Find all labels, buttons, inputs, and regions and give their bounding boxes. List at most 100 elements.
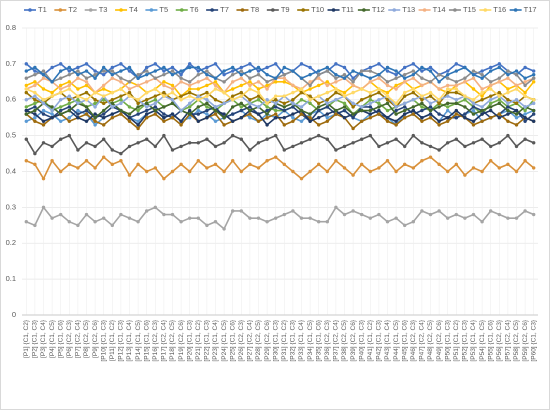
- point-marker: [136, 119, 140, 123]
- point-marker: [454, 115, 458, 120]
- point-marker: [480, 72, 484, 77]
- point-marker: [93, 166, 97, 170]
- point-marker: [239, 108, 243, 113]
- point-marker: [497, 212, 501, 217]
- point-marker: [403, 101, 407, 106]
- point-marker: [428, 115, 433, 120]
- point-marker: [50, 159, 54, 163]
- point-marker: [506, 98, 510, 102]
- point-marker: [446, 216, 450, 220]
- point-marker: [506, 119, 510, 123]
- point-marker: [454, 80, 458, 84]
- point-marker: [33, 101, 37, 106]
- point-marker: [428, 90, 433, 95]
- point-marker: [411, 112, 415, 116]
- point-marker: [84, 105, 89, 109]
- point-marker: [50, 115, 54, 120]
- point-marker: [196, 108, 200, 113]
- point-marker: [351, 76, 355, 80]
- point-marker: [325, 115, 329, 120]
- grid: 00.10.20.30.40.50.60.70.8[P1] {C1, C2} [P…: [6, 23, 538, 362]
- point-marker: [239, 90, 243, 95]
- point-marker: [523, 209, 527, 213]
- point-marker: [162, 90, 166, 95]
- point-marker: [84, 98, 89, 102]
- legend-label: T15: [463, 5, 476, 14]
- point-marker: [506, 101, 510, 106]
- point-marker: [368, 98, 372, 102]
- point-marker: [136, 76, 140, 80]
- point-marker: [33, 90, 37, 95]
- point-marker: [342, 72, 347, 77]
- point-marker: [471, 119, 476, 123]
- point-marker: [76, 148, 80, 152]
- legend-label: T5: [159, 5, 168, 14]
- point-marker: [145, 69, 149, 73]
- point-marker: [394, 169, 398, 174]
- point-marker: [248, 112, 252, 116]
- point-marker: [446, 83, 450, 88]
- point-marker: [428, 105, 433, 109]
- point-marker: [127, 112, 132, 116]
- point-marker: [428, 112, 433, 116]
- point-marker: [213, 112, 218, 116]
- point-marker: [24, 220, 28, 224]
- point-marker: [205, 108, 209, 113]
- series-line: [25, 156, 535, 181]
- point-marker: [368, 216, 372, 220]
- point-marker: [102, 98, 106, 102]
- point-marker: [59, 69, 63, 73]
- point-marker: [351, 80, 355, 84]
- point-marker: [119, 98, 123, 102]
- point-marker: [317, 162, 321, 167]
- point-marker: [170, 83, 175, 88]
- point-marker: [368, 65, 372, 70]
- point-marker: [170, 72, 175, 77]
- point-marker: [188, 87, 192, 91]
- point-marker: [213, 80, 218, 84]
- point-marker: [497, 65, 501, 70]
- x-tick-label: [P47] {C2, C4}: [419, 319, 426, 361]
- point-marker: [342, 105, 347, 109]
- point-marker: [188, 101, 192, 106]
- point-marker: [446, 87, 450, 91]
- point-marker: [523, 76, 527, 80]
- point-marker: [102, 112, 106, 116]
- point-marker: [394, 87, 398, 91]
- point-marker: [454, 62, 458, 66]
- point-marker: [231, 87, 235, 91]
- point-marker: [110, 148, 115, 152]
- point-marker: [93, 76, 97, 80]
- point-marker: [325, 119, 329, 123]
- point-marker: [188, 108, 192, 113]
- point-marker: [385, 101, 390, 106]
- point-marker: [162, 119, 166, 123]
- point-marker: [222, 227, 226, 231]
- legend-label: T4: [129, 5, 138, 14]
- point-marker: [532, 98, 536, 102]
- point-marker: [265, 105, 269, 109]
- point-marker: [127, 90, 132, 95]
- point-marker: [480, 105, 484, 109]
- point-marker: [196, 87, 200, 91]
- point-marker: [471, 123, 476, 127]
- x-tick-label: [P13] {C1, C4}: [126, 319, 133, 361]
- point-marker: [239, 69, 243, 73]
- point-marker: [67, 94, 72, 98]
- point-marker: [265, 220, 269, 224]
- point-marker: [153, 166, 157, 170]
- point-marker: [394, 72, 398, 77]
- point-marker: [523, 115, 527, 120]
- point-marker: [102, 65, 106, 70]
- legend-label: T10: [311, 5, 324, 14]
- point-marker: [102, 115, 106, 120]
- point-marker: [170, 148, 175, 152]
- point-marker: [162, 72, 166, 77]
- point-marker: [299, 119, 304, 123]
- point-marker: [153, 112, 157, 116]
- point-marker: [437, 72, 441, 77]
- point-marker: [489, 69, 493, 73]
- point-marker: [385, 115, 390, 120]
- point-marker: [110, 105, 115, 109]
- point-marker: [213, 62, 218, 66]
